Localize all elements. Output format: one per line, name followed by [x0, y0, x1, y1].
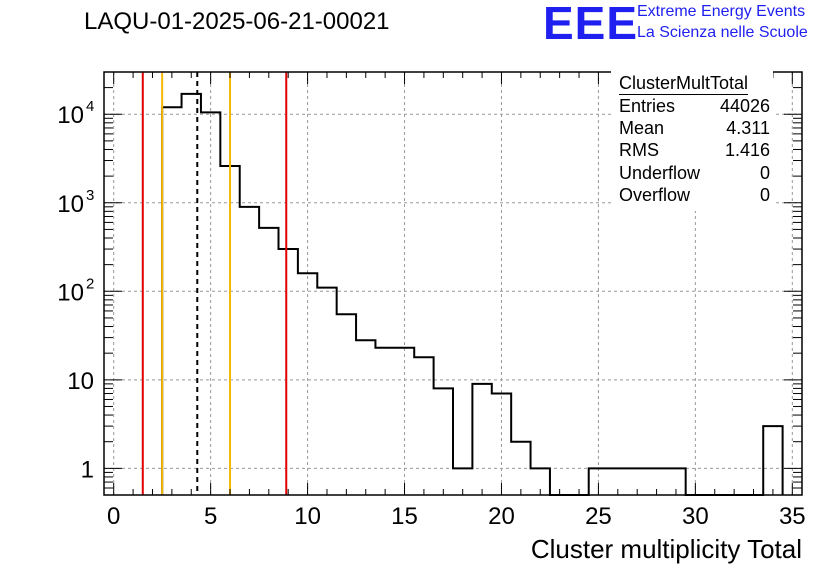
stat-name: Mean: [619, 118, 665, 138]
stat-row-rms: RMS 1.416: [619, 139, 770, 161]
histogram-bin: [472, 384, 491, 495]
histogram-bin: [162, 107, 181, 495]
stat-row-underflow: Underflow 0: [619, 162, 770, 184]
histogram-bin: [356, 340, 375, 495]
y-tick-exponent: 4: [86, 98, 94, 115]
eee-logo: EEE: [543, 0, 639, 49]
x-tick-label: 35: [779, 503, 806, 530]
stat-row-entries: Entries 44026: [619, 95, 770, 117]
logo-subtitle-2: La Scienza nelle Scuole: [637, 24, 808, 41]
x-tick-label: 25: [585, 503, 612, 530]
histogram-outline: [161, 92, 784, 496]
histogram-bin: [434, 388, 453, 495]
stats-box: ClusterMultTotal Entries 44026 Mean 4.31…: [611, 71, 773, 211]
y-tick-exponent: 3: [86, 187, 94, 204]
y-tick-label: 10: [57, 191, 84, 218]
stat-value: 0: [759, 163, 770, 183]
histogram-bin: [259, 228, 278, 495]
histogram-bin: [375, 348, 394, 495]
stats-title: ClusterMultTotal: [619, 73, 749, 95]
x-tick-label: 10: [294, 503, 321, 530]
histogram-bin: [279, 249, 298, 495]
y-tick-label: 10: [67, 368, 94, 395]
plot-frame: [103, 71, 803, 496]
stat-name: Entries: [619, 96, 676, 116]
y-tick-label: 10: [57, 279, 84, 306]
histogram-bin: [317, 288, 336, 495]
stat-row-mean: Mean 4.311: [619, 117, 770, 139]
stat-value: 4.311: [726, 118, 770, 138]
x-tick-label: 30: [682, 503, 709, 530]
histogram-bin: [414, 357, 433, 495]
x-axis-label: Cluster multiplicity Total: [530, 534, 802, 564]
stat-name: Overflow: [619, 185, 691, 205]
y-tick-label: 10: [57, 102, 84, 129]
x-tick-label: 5: [204, 503, 217, 530]
stat-value: 1.416: [724, 140, 770, 160]
x-tick-label: 20: [488, 503, 515, 530]
stat-name: RMS: [619, 140, 659, 160]
histogram-bin: [240, 207, 259, 495]
stat-name: Underflow: [619, 163, 701, 183]
x-tick-label: 15: [391, 503, 418, 530]
histogram-bin: [763, 426, 782, 495]
run-title: LAQU-01-2025-06-21-00021: [84, 8, 390, 35]
stat-value: 44026: [719, 96, 770, 116]
y-tick-label: 1: [81, 456, 94, 483]
stat-row-overflow: Overflow 0: [619, 184, 770, 206]
stat-value: 0: [759, 185, 770, 205]
logo-subtitle-1: Extreme Energy Events: [637, 3, 806, 20]
y-tick-exponent: 2: [86, 275, 94, 292]
x-tick-label: 0: [107, 503, 120, 530]
